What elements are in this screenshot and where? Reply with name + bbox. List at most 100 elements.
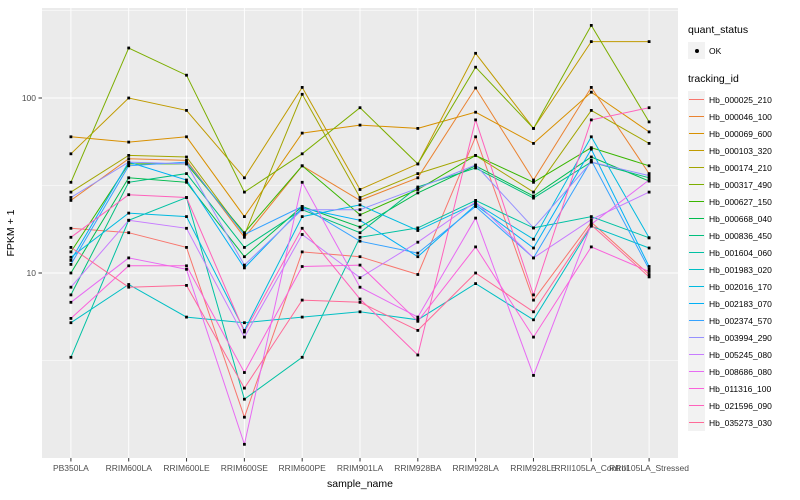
data-point xyxy=(647,176,651,180)
line-swatch-icon xyxy=(689,336,704,338)
data-point xyxy=(127,211,131,215)
data-point xyxy=(243,330,246,334)
data-point xyxy=(474,166,477,170)
legend-item-label: Hb_000836_450 xyxy=(709,230,772,241)
legend-key xyxy=(688,346,705,363)
legend-item-tracking-id: Hb_000836_450 xyxy=(688,227,800,244)
line-swatch-icon xyxy=(689,217,704,219)
legend-item-label: Hb_011316_100 xyxy=(709,383,772,394)
data-point xyxy=(300,92,304,96)
data-point xyxy=(69,135,73,139)
data-point xyxy=(243,231,246,235)
data-point xyxy=(532,246,535,250)
data-point xyxy=(416,353,420,357)
legend-item-label: Hb_000046_100 xyxy=(709,111,772,122)
x-tick-label: RRIM600LE xyxy=(163,463,210,473)
data-point xyxy=(243,329,246,332)
data-point xyxy=(127,180,131,184)
data-point xyxy=(358,218,362,222)
legend-key xyxy=(688,42,705,59)
data-point xyxy=(532,194,535,198)
data-point xyxy=(416,319,420,323)
data-point xyxy=(127,256,131,260)
data-point xyxy=(416,191,420,195)
legend-item-label: Hb_002374_570 xyxy=(709,315,772,326)
x-axis-title: sample_name xyxy=(327,478,393,490)
legend-key xyxy=(688,329,705,346)
data-point xyxy=(185,172,188,175)
data-point xyxy=(69,259,73,262)
data-point xyxy=(127,176,131,180)
data-point xyxy=(647,120,651,124)
data-point xyxy=(358,231,362,235)
y-axis-title: FPKM + 1 xyxy=(5,209,17,256)
legend-item-label: Hb_001983_020 xyxy=(709,264,772,275)
data-point xyxy=(243,397,246,401)
data-point xyxy=(647,267,651,271)
legend-item-tracking-id: Hb_002016_170 xyxy=(688,278,800,295)
data-point xyxy=(243,335,246,339)
data-point xyxy=(69,285,73,289)
data-point xyxy=(69,235,73,239)
data-point xyxy=(185,315,188,319)
data-point xyxy=(474,200,477,204)
data-point xyxy=(358,199,362,202)
data-point xyxy=(647,236,651,240)
legend-key xyxy=(688,278,705,295)
data-point xyxy=(647,273,651,276)
legend-item-tracking-id: Hb_002183_070 xyxy=(688,295,800,312)
legend-key xyxy=(688,125,705,142)
data-point xyxy=(474,154,477,157)
data-point xyxy=(474,282,477,285)
data-point xyxy=(474,163,477,167)
data-point xyxy=(127,231,131,235)
legend-item-tracking-id: Hb_002374_570 xyxy=(688,312,800,329)
data-point xyxy=(474,199,477,202)
data-point xyxy=(185,264,188,268)
data-point xyxy=(69,199,73,202)
legend-key xyxy=(688,312,705,329)
data-point xyxy=(69,271,73,275)
data-point xyxy=(300,250,304,254)
data-point xyxy=(647,164,651,168)
data-point xyxy=(358,239,362,243)
legend-item-label: Hb_001604_060 xyxy=(709,247,772,258)
legend-key xyxy=(688,176,705,193)
legend-item-label: Hb_003994_290 xyxy=(709,332,772,343)
data-point xyxy=(416,229,420,232)
data-point xyxy=(127,285,131,289)
data-point xyxy=(589,109,593,112)
data-point xyxy=(647,40,651,43)
legend-key xyxy=(688,380,705,397)
data-point xyxy=(589,160,593,164)
line-swatch-icon xyxy=(689,302,704,304)
legend-key xyxy=(688,108,705,125)
data-point xyxy=(243,233,246,236)
data-point xyxy=(185,196,188,199)
x-tick-label: RRIM928LA xyxy=(452,463,499,473)
data-point xyxy=(358,196,362,199)
x-tick-label: RRIM928LE xyxy=(510,463,557,473)
data-point xyxy=(358,285,362,289)
legend-item-label: Hb_035273_030 xyxy=(709,417,772,428)
line-swatch-icon xyxy=(689,404,704,406)
legend-quant-rows: OK xyxy=(688,42,800,59)
data-point xyxy=(127,283,131,286)
x-tick-label: RRIM600PE xyxy=(279,463,327,473)
data-point xyxy=(243,190,246,194)
data-point xyxy=(69,246,73,249)
data-point xyxy=(300,206,304,210)
data-point xyxy=(185,155,188,159)
data-point xyxy=(300,152,304,156)
legend-item-label: Hb_002183_070 xyxy=(709,298,772,309)
data-point xyxy=(589,223,593,227)
legend-item-label: Hb_000069_600 xyxy=(709,128,772,139)
data-point xyxy=(300,208,304,212)
data-point xyxy=(647,190,651,194)
line-swatch-icon xyxy=(689,234,704,236)
data-point xyxy=(532,298,535,302)
line-swatch-icon xyxy=(689,370,704,372)
legend-item-tracking-id: Hb_001604_060 xyxy=(688,244,800,261)
line-swatch-icon xyxy=(689,268,704,270)
data-point xyxy=(647,106,651,110)
